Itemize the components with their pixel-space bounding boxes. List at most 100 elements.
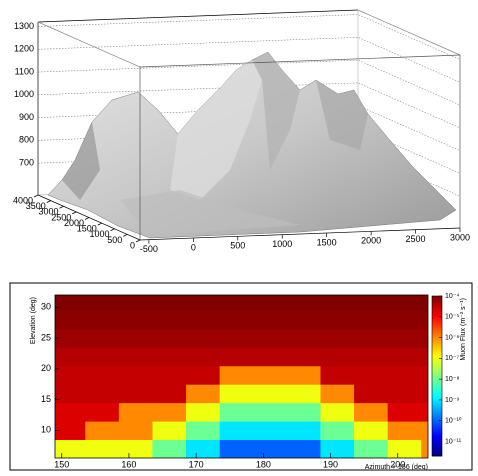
heatmap-cells <box>55 295 428 458</box>
colorbar-step <box>432 380 442 383</box>
colorbar-step <box>432 314 442 317</box>
colorbar-step <box>432 398 442 401</box>
colorbar-step <box>432 452 442 455</box>
x-axis-title: Azimuth + 156 (deg) <box>365 464 428 471</box>
heat-cell <box>320 384 355 404</box>
colorbar-step <box>432 434 442 437</box>
colorbar-tick-label: 10⁻⁶ <box>445 334 459 341</box>
colorbar-step <box>432 384 442 387</box>
z-tick-label: 1200 <box>14 44 34 54</box>
heat-cell <box>55 365 86 385</box>
x-tick-label: 2500 <box>406 234 426 244</box>
colorbar-step <box>432 360 442 363</box>
colorbar-tick-label: 10⁻⁵ <box>445 314 459 321</box>
heat-cell <box>118 402 153 422</box>
heatmap-axes: 150 160 170 180 190 200 10 15 20 25 30 Elevation (d… <box>30 293 467 471</box>
y-tick-label: 10 <box>41 425 51 435</box>
colorbar-step <box>432 344 442 347</box>
heat-cell <box>421 295 428 311</box>
heat-cell <box>55 328 86 348</box>
colorbar-step <box>432 342 442 345</box>
heat-cell <box>421 421 428 441</box>
heat-cell <box>286 328 321 348</box>
z-tick-label: 700 <box>19 158 34 168</box>
x-tick-label: 500 <box>230 241 245 251</box>
colorbar-step <box>432 318 442 321</box>
x-tick-label: 150 <box>54 459 69 469</box>
heat-cell <box>354 365 389 385</box>
colorbar-step <box>432 390 442 393</box>
heat-cell <box>253 347 288 367</box>
heat-cell <box>421 439 428 458</box>
colorbar-step <box>432 324 442 327</box>
heat-cell <box>186 365 221 385</box>
heat-cell <box>354 328 389 348</box>
colorbar-step <box>432 308 442 311</box>
colorbar-step <box>432 302 442 305</box>
colorbar-step <box>432 402 442 405</box>
heat-cell <box>387 295 422 311</box>
heat-cell <box>85 328 120 348</box>
heat-cell <box>421 328 428 348</box>
colorbar-step <box>432 382 442 385</box>
colorbar-step <box>432 300 442 303</box>
colorbar-step <box>432 422 442 425</box>
heat-cell <box>219 328 254 348</box>
heat-cell <box>85 439 120 458</box>
colorbar-step <box>432 352 442 355</box>
heat-cell <box>286 365 321 385</box>
colorbar-step <box>432 396 442 399</box>
colorbar-title: Muon Flux (m⁻² s⁻¹) <box>460 298 467 361</box>
box-edge <box>37 9 359 23</box>
heat-cell <box>55 295 86 311</box>
heat-cell <box>118 421 153 441</box>
heat-cell <box>253 328 288 348</box>
colorbar-step <box>432 446 442 449</box>
box-front: -500 0 500 1000 1500 2000 2500 3000050010001500… <box>13 54 470 254</box>
heat-cell <box>186 328 221 348</box>
y-tick-label: 30 <box>41 302 51 312</box>
heat-cell <box>320 439 355 458</box>
y-tick <box>72 211 77 215</box>
colorbar-step <box>432 388 442 391</box>
heat-cell <box>387 384 422 404</box>
colorbar-step <box>432 404 442 407</box>
box-edge <box>357 9 461 56</box>
colorbar-step <box>432 414 442 417</box>
y-tick-label: 1000 <box>89 229 109 239</box>
colorbar-tick-label: 10⁻⁹ <box>445 397 459 404</box>
heat-cell <box>421 384 428 404</box>
heat-cell <box>387 439 422 458</box>
colorbar-step <box>432 428 442 431</box>
heat-cell <box>320 402 355 422</box>
heat-cell <box>85 421 120 441</box>
colorbar-step <box>432 444 442 447</box>
z-tick-label: 800 <box>19 135 34 145</box>
y-tick <box>123 234 128 237</box>
heat-cell <box>55 347 86 367</box>
colorbar-step <box>432 310 442 313</box>
heat-cell <box>186 439 221 458</box>
z-tick-label: 900 <box>19 112 34 122</box>
heat-cell <box>186 347 221 367</box>
box-edge <box>139 54 461 68</box>
grid-line <box>37 14 461 60</box>
plot-frame <box>54 294 429 459</box>
colorbar-step <box>432 364 442 367</box>
colorbar-frame <box>431 295 443 457</box>
heat-cell <box>152 328 187 348</box>
heat-cell <box>286 421 321 441</box>
heat-cell <box>354 384 389 404</box>
colorbar-step <box>432 346 442 349</box>
heat-cell <box>421 310 428 330</box>
heat-cell <box>186 384 221 404</box>
y-tick-label: 25 <box>41 332 51 342</box>
heat-cell <box>286 384 321 404</box>
heat-cell <box>253 295 288 311</box>
colorbar-step <box>432 322 442 325</box>
heat-cell <box>55 421 86 441</box>
x-tick-label: 200 <box>390 459 405 469</box>
y-tick <box>46 200 51 203</box>
colorbar-step <box>432 312 442 315</box>
colorbar-step <box>432 368 442 371</box>
